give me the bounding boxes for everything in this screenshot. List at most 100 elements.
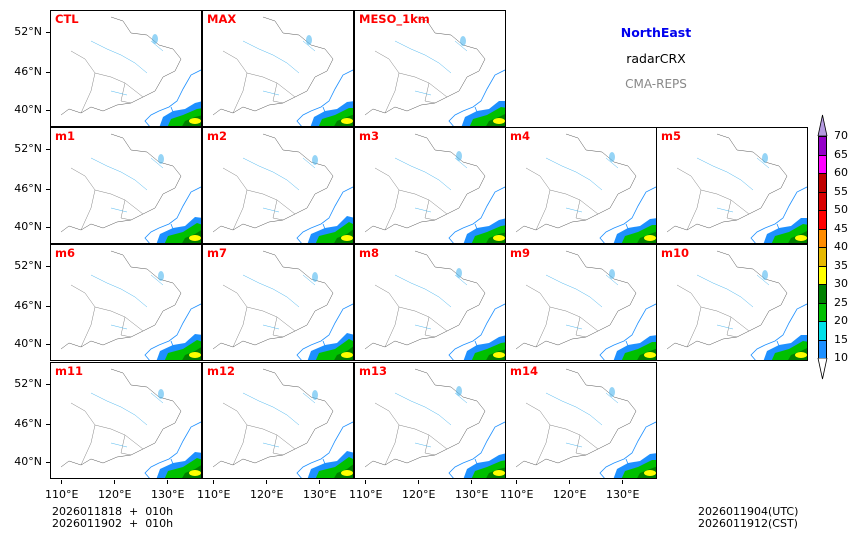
lat-tick-label: 52°N: [14, 259, 42, 272]
province-line: [374, 50, 448, 114]
colorbar-under-arrow: [817, 358, 828, 380]
province-line: [374, 167, 448, 231]
map-canvas: [60, 16, 201, 126]
colorbar-level-label: 60: [834, 166, 848, 179]
map-panel: m4: [505, 127, 657, 244]
lat-tick-mark: [46, 227, 50, 228]
colorbar-segment: [818, 154, 827, 174]
echo-30dbz: [644, 352, 656, 358]
province-line: [222, 167, 296, 231]
member-label: m11: [55, 364, 83, 378]
province-line: [222, 284, 296, 348]
lon-tick-mark: [569, 480, 570, 484]
lat-tick-mark: [46, 384, 50, 385]
lon-tick-mark: [516, 480, 517, 484]
member-label: m6: [55, 246, 75, 260]
echo-speckle: [312, 155, 318, 165]
lat-tick-label: 40°N: [14, 220, 42, 233]
map-panel: CTL: [50, 10, 202, 127]
member-label: m9: [510, 246, 530, 260]
echo-30dbz: [795, 352, 807, 358]
map-canvas: [212, 368, 353, 478]
river-line: [545, 392, 619, 448]
province-line: [676, 284, 750, 348]
lon-tick-label: 120°E: [402, 488, 436, 501]
colorbar-level-label: 45: [834, 221, 848, 235]
map-canvas: [60, 250, 201, 360]
colorbar-segment: [818, 210, 827, 230]
border-line: [60, 250, 182, 350]
colorbar-segment: [818, 265, 827, 285]
province-line: [70, 50, 144, 114]
echo-speckle: [609, 387, 615, 397]
province-line: [70, 284, 144, 348]
echo-speckle: [762, 270, 768, 280]
province-line: [222, 50, 296, 114]
map-canvas: [364, 250, 505, 360]
river-line: [90, 40, 164, 96]
lon-tick-label: 110°E: [500, 488, 534, 501]
river-line: [545, 157, 619, 213]
colorbar-level-label: 50: [834, 203, 848, 216]
river-line: [242, 157, 316, 213]
map-canvas: [364, 16, 505, 126]
lat-tick-label: 46°N: [14, 417, 42, 430]
border-line: [60, 16, 182, 116]
lat-tick-mark: [46, 462, 50, 463]
province-line: [525, 167, 599, 231]
member-label: MESO_1km: [359, 12, 430, 26]
province-line: [70, 402, 144, 466]
colorbar-segment: [818, 228, 827, 248]
member-label: m13: [359, 364, 387, 378]
colorbar-level-label: 35: [834, 258, 848, 272]
lat-tick-label: 40°N: [14, 103, 42, 116]
echo-speckle: [456, 386, 462, 396]
colorbar-segment: [818, 302, 827, 322]
map-canvas: [666, 250, 807, 360]
province-line: [374, 284, 448, 348]
lat-tick-mark: [46, 306, 50, 307]
echo-30dbz: [341, 352, 353, 358]
echo-speckle: [460, 36, 466, 46]
border-line: [212, 250, 334, 350]
lat-tick-label: 46°N: [14, 182, 42, 195]
colorbar-level-label: 15: [834, 332, 848, 346]
init-time-utc: 2026011818 + 010h: [52, 505, 174, 518]
river-line: [90, 157, 164, 213]
map-panel: m3: [354, 127, 506, 244]
lon-tick-label: 110°E: [197, 488, 231, 501]
map-panel: m5: [656, 127, 808, 244]
map-panel: m7: [202, 244, 354, 361]
border-line: [364, 133, 486, 233]
river-line: [90, 274, 164, 330]
member-label: m4: [510, 129, 530, 143]
river-line: [394, 392, 468, 448]
colorbar-level-label: 55: [834, 184, 848, 198]
border-line: [364, 250, 486, 350]
colorbar-segment: [818, 191, 827, 211]
map-panel: m6: [50, 244, 202, 361]
river-line: [696, 274, 770, 330]
colorbar-level-label: 40: [834, 240, 848, 253]
lon-tick-mark: [167, 480, 168, 484]
echo-30dbz: [189, 470, 201, 476]
border-line: [515, 133, 637, 233]
border-line: [60, 368, 182, 468]
lat-tick-mark: [46, 266, 50, 267]
province-line: [525, 284, 599, 348]
map-canvas: [60, 133, 201, 243]
map-panel: m8: [354, 244, 506, 361]
lat-tick-label: 52°N: [14, 142, 42, 155]
echo-speckle: [609, 269, 615, 279]
border-line: [666, 133, 788, 233]
echo-30dbz: [341, 118, 353, 124]
lat-tick-mark: [46, 110, 50, 111]
map-canvas: [515, 368, 656, 478]
colorbar-level-label: 70: [834, 129, 848, 142]
river-line: [545, 274, 619, 330]
echo-30dbz: [341, 235, 353, 241]
echo-30dbz: [341, 470, 353, 476]
lon-tick-label: 130°E: [303, 488, 337, 501]
map-canvas: [364, 368, 505, 478]
